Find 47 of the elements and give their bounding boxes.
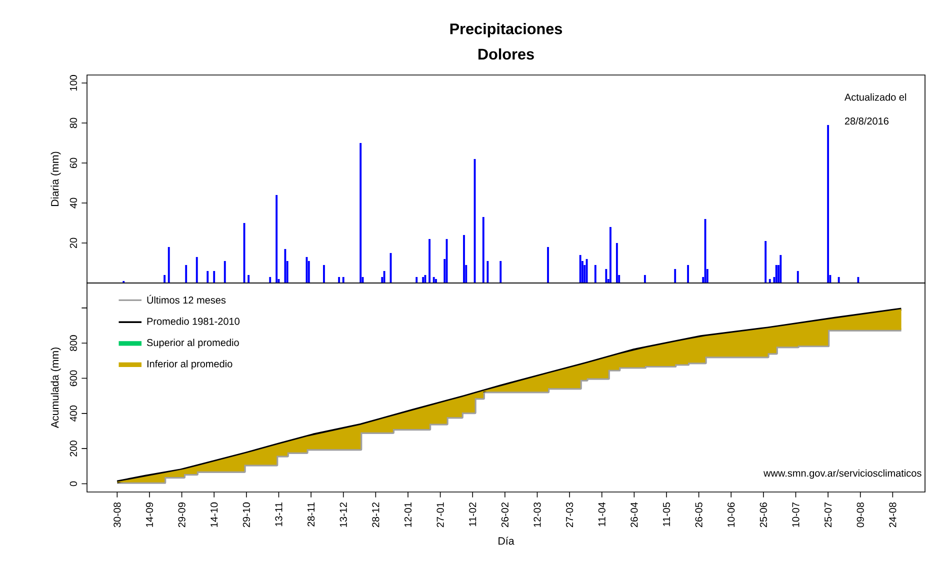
x-tick-label: 10-07 — [792, 502, 800, 527]
x-tick-label: 29-10 — [242, 502, 250, 528]
annotation: Actualizado el — [844, 93, 906, 101]
x-tick-label: 26-05 — [695, 502, 702, 528]
x-tick-label: 26-04 — [630, 502, 638, 528]
x-tick-label: 14-09 — [146, 502, 154, 527]
x-tick-label: 29-09 — [178, 502, 186, 528]
y-tick-label: 60 — [70, 158, 77, 168]
x-axis-title: Día — [498, 536, 514, 545]
x-tick-label: 30-08 — [114, 502, 121, 528]
x-tick-label: 27-03 — [566, 502, 574, 528]
annotation: 28/8/2016 — [844, 117, 889, 125]
x-tick-label: 12-01 — [404, 502, 412, 527]
x-tick-label: 24-08 — [889, 502, 896, 528]
x-tick-label: 25-07 — [824, 502, 832, 528]
legend-label: Promedio 1981-2010 — [147, 318, 240, 325]
y-tick-label: 600 — [70, 370, 77, 386]
x-tick-label: 25-06 — [760, 502, 767, 528]
y-tick-label: 0 — [70, 481, 77, 486]
legend-label: Superior al promedio — [146, 338, 239, 348]
y-tick-label: 20 — [70, 238, 77, 248]
x-tick-label: 26-02 — [501, 502, 508, 528]
y-tick-label: 100 — [70, 75, 77, 91]
x-tick-label: 11-05 — [662, 502, 670, 526]
x-tick-label: 28-12 — [372, 502, 380, 528]
x-tick-label: 13-12 — [340, 502, 347, 527]
y-tick-label: 400 — [70, 405, 77, 422]
legend-label: Inferior al promedio — [147, 360, 232, 370]
x-tick-label: 13-11 — [275, 502, 282, 526]
y-axis-title: Diaria (mm) — [50, 152, 61, 206]
y-tick-label: 80 — [70, 118, 77, 128]
y-tick-label: 800 — [70, 335, 77, 352]
x-tick-label: 28-11 — [308, 502, 315, 526]
chart-subtitle: Dolores — [478, 48, 534, 60]
y-tick-label: 40 — [70, 198, 77, 208]
x-tick-label: 11-02 — [469, 502, 476, 526]
x-tick-label: 12-03 — [534, 502, 541, 527]
y-tick-label: 200 — [70, 440, 77, 456]
annotation: www.smn.gov.ar/serviciosclimaticos — [764, 469, 922, 479]
x-tick-label: 14-10 — [210, 502, 218, 527]
x-tick-label: 10-06 — [728, 502, 735, 527]
x-tick-label: 09-08 — [856, 502, 864, 528]
chart-title: Precipitaciones — [450, 23, 562, 38]
x-tick-label: 11-04 — [598, 502, 606, 526]
x-tick-label: 27-01 — [436, 502, 444, 528]
legend-label: Últimos 12 meses — [147, 294, 226, 304]
y-axis-title: Acumulada (mm) — [50, 348, 61, 428]
